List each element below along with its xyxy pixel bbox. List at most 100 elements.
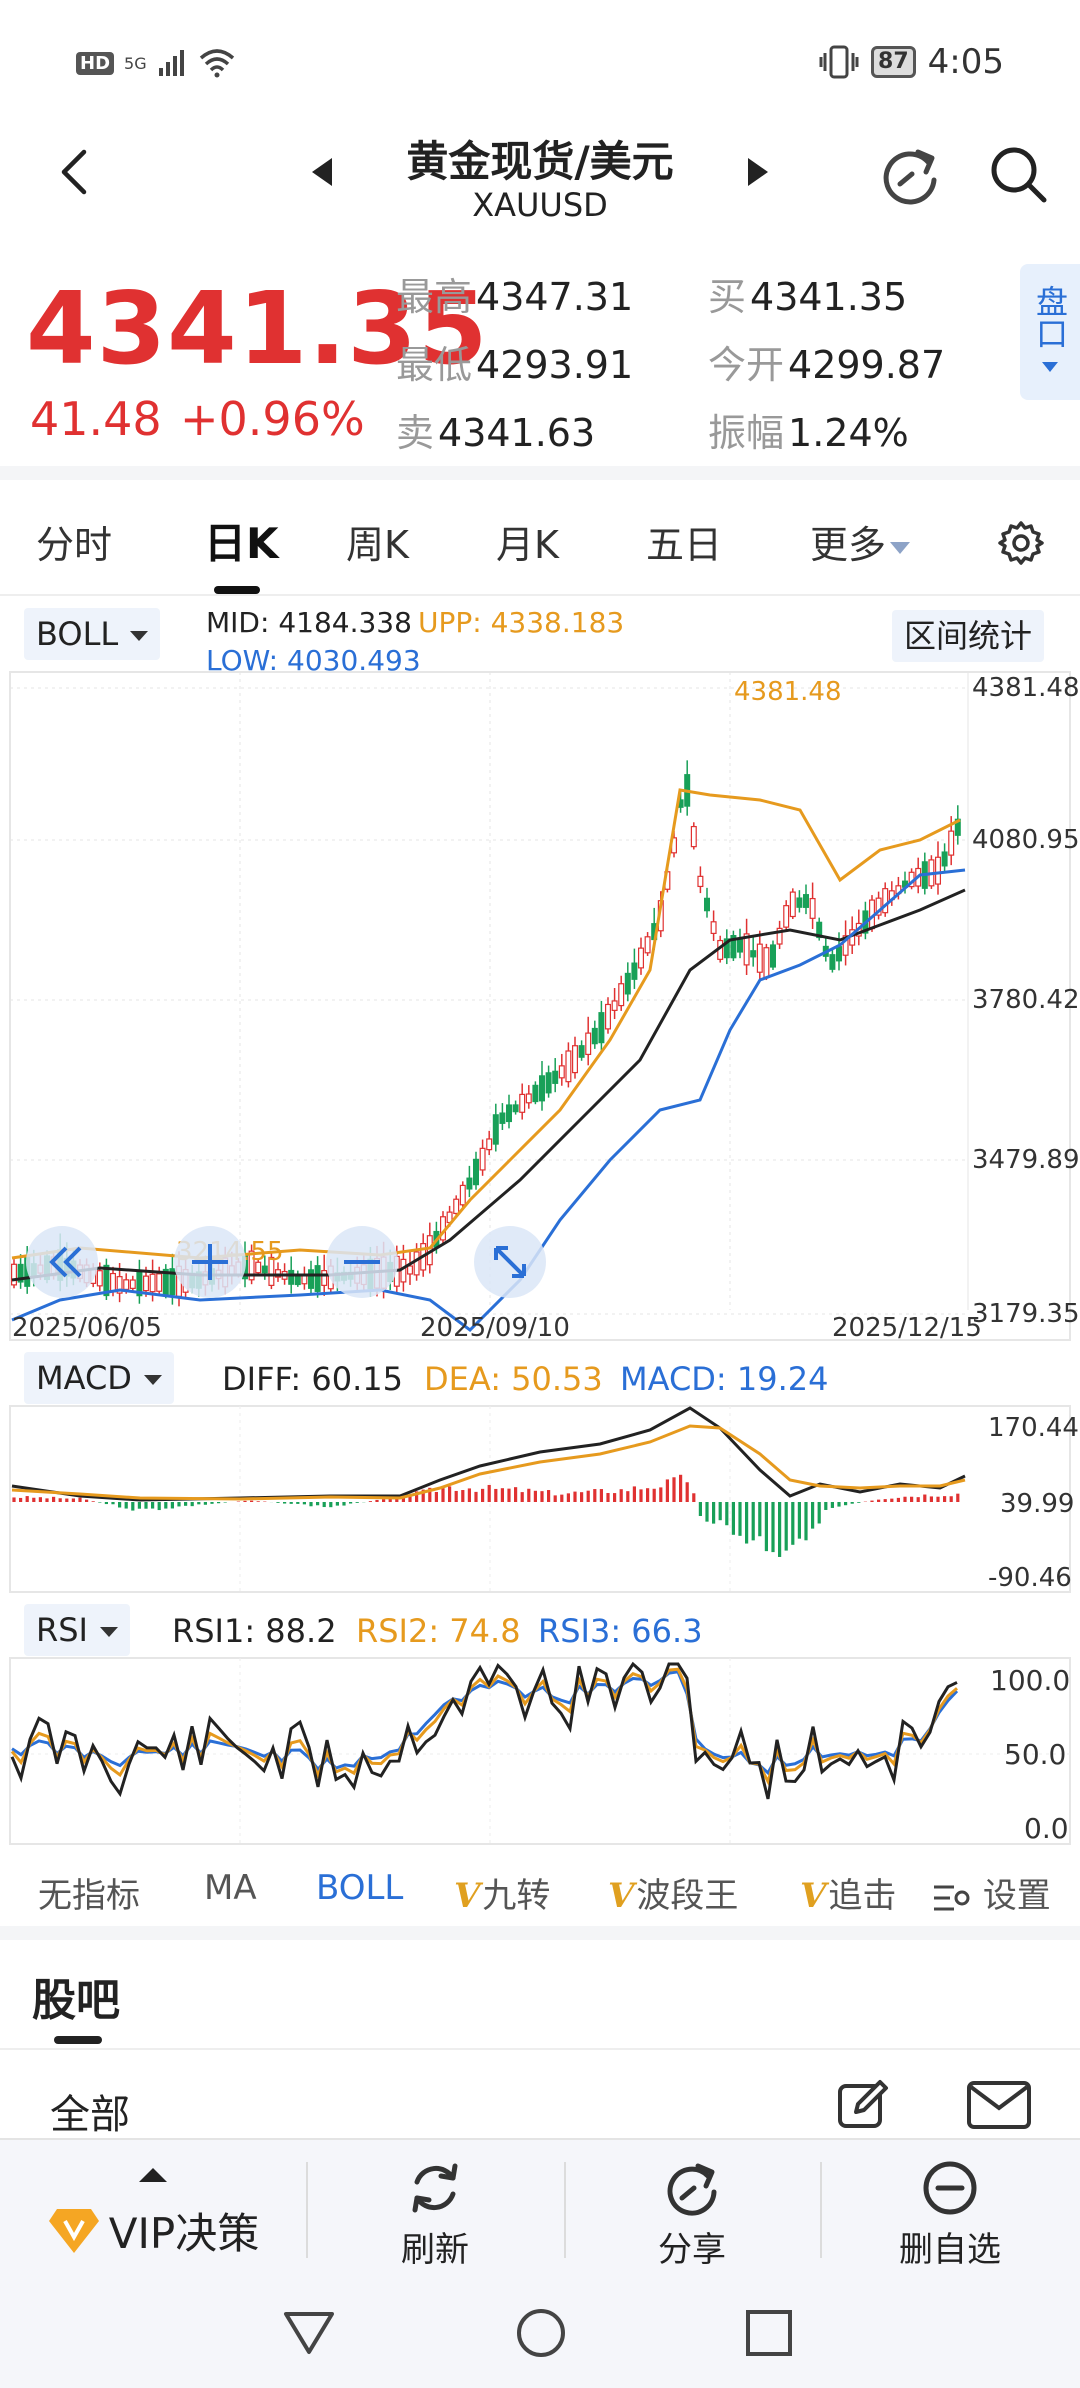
nav-home-icon[interactable] xyxy=(514,2306,568,2360)
fullscreen-button[interactable] xyxy=(474,1226,546,1298)
price-change-pct: +0.96% xyxy=(180,392,365,446)
macd-dea-line xyxy=(11,1424,966,1501)
macd-bar xyxy=(540,1491,544,1502)
scroll-left-button[interactable] xyxy=(26,1226,98,1298)
candle xyxy=(552,1070,559,1084)
candle xyxy=(637,947,644,969)
macd-bar xyxy=(850,1502,854,1504)
macd-bar xyxy=(824,1502,828,1510)
guba-title[interactable]: 股吧 xyxy=(32,1975,120,2026)
tab-more[interactable]: 更多 xyxy=(810,514,911,569)
y-tick-label: 50.0 xyxy=(1004,1738,1066,1771)
candle xyxy=(941,851,948,867)
macd-bar xyxy=(408,1496,412,1502)
ind-tab-boduan[interactable]: V波段王 xyxy=(608,1876,739,1916)
zoom-in-button[interactable] xyxy=(174,1226,246,1298)
vip-decision-button[interactable]: VIP决策 xyxy=(0,2140,306,2280)
chevron-down-icon xyxy=(890,541,911,554)
candle xyxy=(459,1184,466,1206)
tab-weekly-k[interactable]: 周K xyxy=(346,523,409,567)
rsi-selector[interactable]: RSI xyxy=(24,1604,130,1656)
macd-bar xyxy=(797,1502,801,1539)
refresh-icon xyxy=(412,2163,458,2213)
macd-bar xyxy=(593,1489,597,1502)
candle xyxy=(143,1275,150,1292)
plus-icon xyxy=(192,1244,228,1280)
remove-label: 删自选 xyxy=(899,2230,1001,2270)
macd-chart[interactable]: 170.44 39.99 -90.46 xyxy=(0,1404,1080,1594)
edit-post-icon[interactable] xyxy=(836,2076,892,2132)
macd-bar xyxy=(217,1502,221,1504)
macd-bar xyxy=(494,1488,498,1502)
macd-bar xyxy=(12,1497,16,1502)
share-icon[interactable] xyxy=(876,140,946,210)
candle xyxy=(512,1104,519,1113)
boll-selector[interactable]: BOLL xyxy=(24,608,161,660)
ind-tab-none[interactable]: 无指标 xyxy=(38,1876,140,1916)
y-tick-label: -90.46 xyxy=(988,1563,1072,1593)
rsi1-value: RSI1: 88.2 xyxy=(172,1612,337,1650)
range-stats-button[interactable]: 区间统计 xyxy=(892,610,1045,662)
macd-bar xyxy=(256,1501,260,1502)
guba-filter-all[interactable]: 全部 xyxy=(50,2092,130,2138)
candle xyxy=(532,1084,539,1103)
macd-bar xyxy=(929,1496,933,1502)
prev-symbol-icon[interactable] xyxy=(312,158,332,186)
candle xyxy=(750,950,757,958)
share-icon xyxy=(667,2163,717,2216)
divider xyxy=(820,2162,822,2258)
macd-bar xyxy=(131,1502,135,1511)
ind-tab-ma[interactable]: MA xyxy=(204,1868,257,1908)
candle xyxy=(756,943,763,973)
clock: 4:05 xyxy=(927,42,1004,82)
tab-five-day[interactable]: 五日 xyxy=(646,523,723,567)
next-symbol-icon[interactable] xyxy=(748,158,768,186)
zoom-out-button[interactable] xyxy=(326,1226,398,1298)
symbol-code: XAUUSD xyxy=(472,186,608,224)
macd-bar xyxy=(401,1497,405,1502)
macd-bar xyxy=(144,1502,148,1509)
ind-settings[interactable]: 设置 xyxy=(926,1868,1051,1917)
macd-selector[interactable]: MACD xyxy=(24,1352,174,1404)
candle xyxy=(169,1268,176,1296)
candle xyxy=(261,1265,268,1274)
macd-bar xyxy=(514,1487,518,1502)
ind-tab-boll[interactable]: BOLL xyxy=(316,1868,404,1908)
kline-chart[interactable]: 4381.48 4080.95 3780.42 3479.89 3179.35 … xyxy=(0,670,1080,1344)
share-button[interactable]: 分享 xyxy=(564,2140,820,2280)
macd-bar xyxy=(243,1500,247,1502)
macd-bar xyxy=(342,1502,346,1506)
nav-back-icon[interactable] xyxy=(282,2308,336,2358)
refresh-label: 刷新 xyxy=(401,2230,469,2270)
ind-tab-jiuzhuan[interactable]: V九转 xyxy=(454,1876,551,1916)
ind-tab-zhuiji[interactable]: V追击 xyxy=(800,1876,897,1916)
pankou-button[interactable]: 盘口 xyxy=(1020,264,1080,400)
macd-bar xyxy=(38,1497,42,1502)
battery-icon: 87 xyxy=(871,46,916,78)
macd-bar xyxy=(467,1488,471,1502)
share-label: 分享 xyxy=(658,2230,726,2270)
search-icon[interactable] xyxy=(984,140,1054,210)
tab-monthly-k[interactable]: 月K xyxy=(496,523,559,567)
gear-icon[interactable] xyxy=(996,518,1046,568)
macd-bar xyxy=(283,1502,287,1504)
macd-bar xyxy=(771,1502,775,1553)
message-icon[interactable] xyxy=(966,2080,1032,2130)
tab-daily-k[interactable]: 日K xyxy=(204,519,279,568)
tab-intraday[interactable]: 分时 xyxy=(36,523,113,567)
macd-bar xyxy=(547,1490,551,1502)
candle xyxy=(875,897,882,916)
y-tick-label: 170.44 xyxy=(988,1413,1079,1443)
remove-watchlist-button[interactable]: 删自选 xyxy=(820,2140,1080,2280)
candle xyxy=(604,1003,611,1030)
back-icon[interactable] xyxy=(50,142,100,202)
macd-bar xyxy=(197,1502,201,1505)
macd-bar xyxy=(434,1491,438,1502)
rsi-chart[interactable]: 100.0 50.0 0.0 xyxy=(0,1656,1080,1846)
nav-recents-icon[interactable] xyxy=(744,2308,794,2358)
macd-bar xyxy=(745,1502,749,1544)
rsi3-value: RSI3: 66.3 xyxy=(538,1612,703,1650)
macd-bar xyxy=(78,1497,82,1502)
refresh-button[interactable]: 刷新 xyxy=(306,2140,564,2280)
macd-bar xyxy=(738,1502,742,1536)
